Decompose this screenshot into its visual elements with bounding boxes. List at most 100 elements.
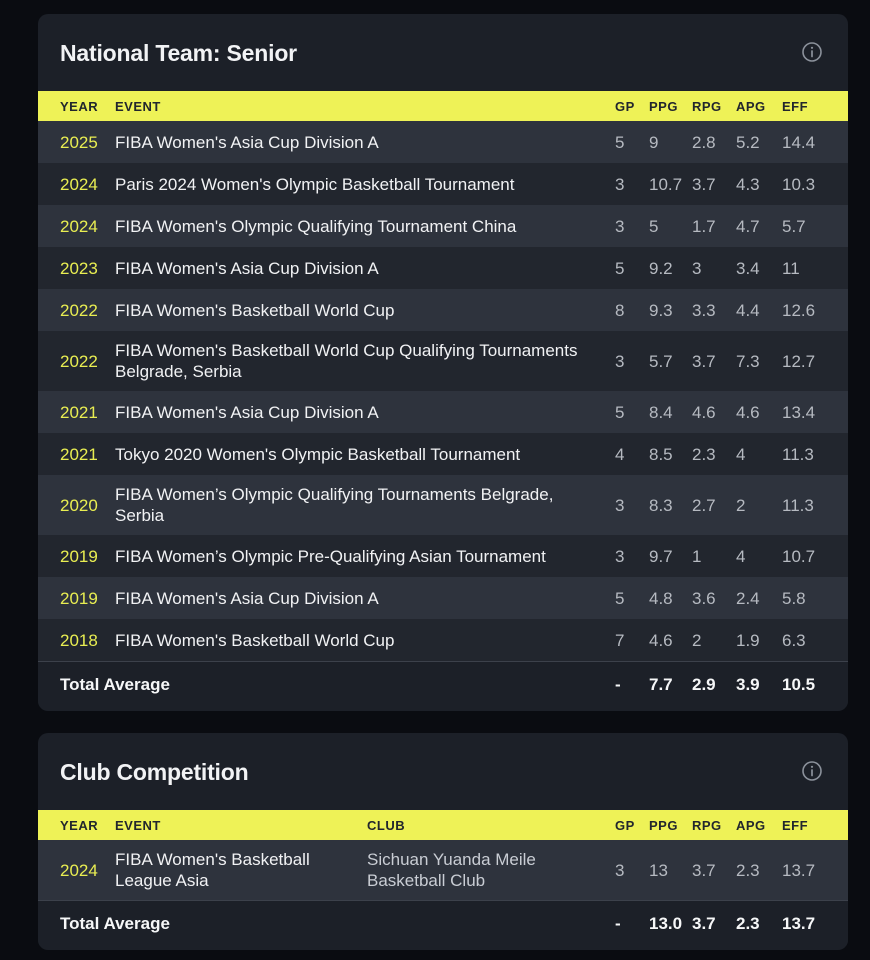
total-average-row: Total Average - 13.0 3.7 2.3 13.7 (38, 900, 848, 946)
column-header-gp: GP (615, 817, 635, 833)
apg-cell: 4.6 (736, 402, 760, 422)
eff-cell: 12.7 (782, 351, 816, 371)
gp-cell: 3 (615, 351, 625, 371)
gp-cell: 3 (615, 495, 625, 515)
year-cell: 2019 (60, 546, 98, 566)
gp-cell: 5 (615, 132, 625, 152)
rpg-cell: 2.7 (692, 495, 716, 515)
total-ppg-value: 13.0 (649, 913, 683, 933)
national-team-senior-card: National Team: Senior YEAR EVENT GP PPG … (38, 14, 848, 711)
gp-cell: 3 (615, 860, 625, 880)
event-cell: Tokyo 2020 Women's Olympic Basketball To… (115, 444, 521, 464)
card-title: Club Competition (60, 759, 249, 785)
ppg-cell: 8.4 (649, 402, 673, 422)
year-cell: 2021 (60, 402, 98, 422)
table-body: 2024 FIBA Women's Basketball League Asia… (38, 840, 848, 900)
year-cell: 2024 (60, 860, 98, 880)
ppg-cell: 9.3 (649, 300, 673, 320)
event-cell: FIBA Women's Asia Cup Division A (115, 402, 379, 422)
table-row: 2022 FIBA Women's Basketball World Cup Q… (38, 331, 848, 391)
table-row: 2018 FIBA Women's Basketball World Cup 7… (38, 619, 848, 661)
rpg-cell: 1 (692, 546, 702, 566)
table-row: 2019 FIBA Women’s Olympic Pre-Qualifying… (38, 535, 848, 577)
column-header-ppg: PPG (649, 817, 678, 833)
column-header-rpg: RPG (692, 98, 722, 114)
eff-cell: 10.7 (782, 546, 816, 566)
info-button[interactable] (800, 42, 824, 66)
table-row: 2022 FIBA Women's Basketball World Cup 8… (38, 289, 848, 331)
column-header-year: YEAR (60, 98, 99, 114)
gp-cell: 4 (615, 444, 625, 464)
year-cell: 2019 (60, 588, 98, 608)
year-cell: 2023 (60, 258, 98, 278)
rpg-cell: 3 (692, 258, 702, 278)
apg-cell: 4.7 (736, 216, 760, 236)
ppg-cell: 10.7 (649, 174, 683, 194)
apg-cell: 4.3 (736, 174, 760, 194)
ppg-cell: 8.5 (649, 444, 673, 464)
event-cell: FIBA Women's Asia Cup Division A (115, 588, 379, 608)
column-header-event: EVENT (115, 817, 161, 833)
info-button[interactable] (800, 761, 824, 785)
gp-cell: 3 (615, 174, 625, 194)
eff-cell: 11.3 (782, 495, 814, 515)
table-row: 2023 FIBA Women's Asia Cup Division A 5 … (38, 247, 848, 289)
apg-cell: 2.3 (736, 860, 760, 880)
event-cell: Paris 2024 Women's Olympic Basketball To… (115, 174, 515, 194)
event-cell: FIBA Women’s Olympic Pre-Qualifying Asia… (115, 546, 546, 566)
gp-cell: 5 (615, 258, 625, 278)
ppg-cell: 9 (649, 132, 659, 152)
table-body: 2025 FIBA Women's Asia Cup Division A 5 … (38, 121, 848, 661)
column-header-year: YEAR (60, 817, 99, 833)
gp-cell: 3 (615, 546, 625, 566)
apg-cell: 4 (736, 546, 746, 566)
apg-cell: 7.3 (736, 351, 760, 371)
column-header-eff: EFF (782, 817, 809, 833)
total-eff-value: 10.5 (782, 674, 816, 694)
eff-cell: 6.3 (782, 630, 806, 650)
table-row: 2021 Tokyo 2020 Women's Olympic Basketba… (38, 433, 848, 475)
year-cell: 2022 (60, 351, 98, 371)
event-cell: FIBA Women's Asia Cup Division A (115, 258, 379, 278)
total-ppg-value: 7.7 (649, 674, 673, 694)
gp-cell: 5 (615, 402, 625, 422)
year-cell: 2024 (60, 216, 98, 236)
total-rpg-value: 2.9 (692, 674, 716, 694)
event-cell: FIBA Women's Basketball World Cup (115, 630, 395, 650)
year-cell: 2025 (60, 132, 98, 152)
total-average-row: Total Average - 7.7 2.9 3.9 10.5 (38, 661, 848, 707)
column-header-ppg: PPG (649, 98, 678, 114)
apg-cell: 5.2 (736, 132, 760, 152)
year-cell: 2020 (60, 495, 98, 515)
column-header-event: EVENT (115, 98, 161, 114)
year-cell: 2018 (60, 630, 98, 650)
rpg-cell: 2.8 (692, 132, 716, 152)
card-header: Club Competition (38, 733, 848, 810)
table-row: 2021 FIBA Women's Asia Cup Division A 5 … (38, 391, 848, 433)
gp-cell: 5 (615, 588, 625, 608)
table-row: 2024 FIBA Women's Olympic Qualifying Tou… (38, 205, 848, 247)
eff-cell: 12.6 (782, 300, 816, 320)
total-apg-value: 3.9 (736, 674, 760, 694)
ppg-cell: 5 (649, 216, 659, 236)
gp-cell: 8 (615, 300, 625, 320)
eff-cell: 5.7 (782, 216, 806, 236)
total-apg-value: 2.3 (736, 913, 760, 933)
ppg-cell: 8.3 (649, 495, 673, 515)
ppg-cell: 4.8 (649, 588, 673, 608)
club-cell: Sichuan Yuanda Meile Basketball Club (367, 850, 536, 890)
event-cell: FIBA Women's Basketball League Asia (115, 850, 310, 890)
ppg-cell: 13 (649, 860, 668, 880)
apg-cell: 4.4 (736, 300, 760, 320)
event-cell: FIBA Women’s Olympic Qualifying Tourname… (115, 485, 554, 525)
column-header-gp: GP (615, 98, 635, 114)
rpg-cell: 3.3 (692, 300, 716, 320)
apg-cell: 1.9 (736, 630, 760, 650)
column-header-apg: APG (736, 98, 766, 114)
column-header-club: CLUB (367, 817, 406, 833)
total-gp-value: - (615, 913, 621, 933)
column-header-eff: EFF (782, 98, 809, 114)
eff-cell: 11 (782, 258, 800, 278)
gp-cell: 3 (615, 216, 625, 236)
